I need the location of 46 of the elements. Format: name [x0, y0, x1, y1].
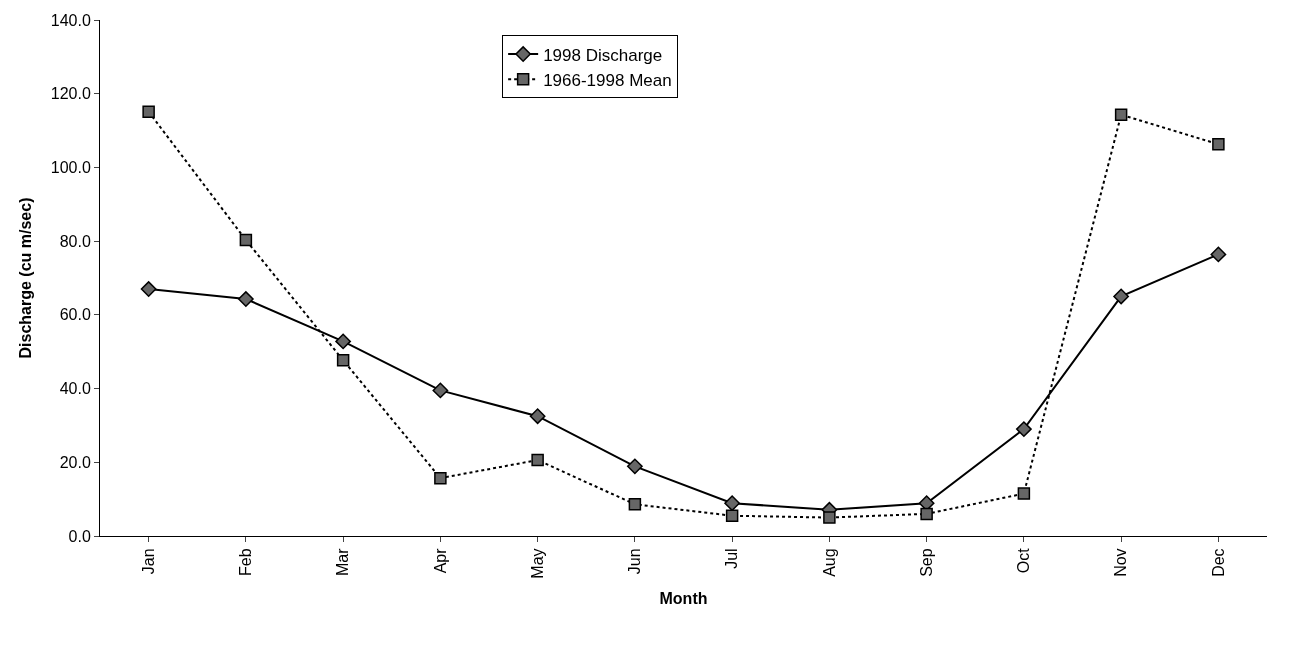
y-tick-label: 0.0	[68, 527, 91, 545]
point	[432, 382, 449, 399]
point	[1212, 137, 1225, 151]
y-tick-label: 100.0	[50, 159, 91, 177]
point	[628, 498, 642, 511]
point	[1015, 421, 1032, 438]
legend-label: 1966-1998 Mean	[543, 70, 672, 90]
point	[531, 453, 544, 467]
point	[725, 509, 739, 522]
point	[1017, 487, 1031, 500]
x-tick-label: Jun	[626, 548, 644, 575]
legend-label: 1998 Discharge	[543, 45, 663, 65]
x-tick-label: Nov	[1112, 548, 1130, 577]
x-tick-label: Feb	[237, 548, 255, 576]
point	[239, 233, 253, 247]
point	[626, 458, 643, 475]
y-tick-label: 80.0	[59, 232, 91, 250]
point	[434, 471, 447, 485]
point	[335, 333, 352, 350]
x-tick-label: Dec	[1209, 548, 1227, 577]
point	[336, 353, 350, 367]
x-axis-title: Month	[659, 590, 708, 608]
point	[724, 495, 741, 512]
x-tick-label: Sep	[917, 548, 935, 577]
point	[1114, 108, 1128, 121]
point	[142, 105, 155, 119]
x-tick-label: Apr	[431, 547, 449, 574]
y-tick-label: 120.0	[50, 85, 91, 103]
point	[823, 511, 836, 524]
y-tick-label: 20.0	[59, 453, 91, 471]
y-tick-label: 140.0	[50, 11, 91, 29]
x-tick-label: Mar	[334, 547, 352, 576]
point	[140, 281, 157, 297]
x-tick-label: Aug	[820, 548, 838, 577]
x-tick-label: Jan	[139, 548, 157, 575]
point	[237, 291, 254, 307]
x-tick-label: May	[528, 548, 546, 579]
point	[529, 408, 546, 425]
y-tick-label: 40.0	[59, 380, 91, 398]
y-tick-label: 60.0	[59, 306, 91, 324]
point	[1113, 288, 1130, 305]
point	[920, 507, 933, 521]
x-tick-label: Jul	[723, 548, 741, 569]
x-tick-label: Oct	[1015, 547, 1033, 574]
point	[1210, 246, 1227, 263]
y-axis-title: Discharge (cu m/sec)	[16, 197, 34, 359]
